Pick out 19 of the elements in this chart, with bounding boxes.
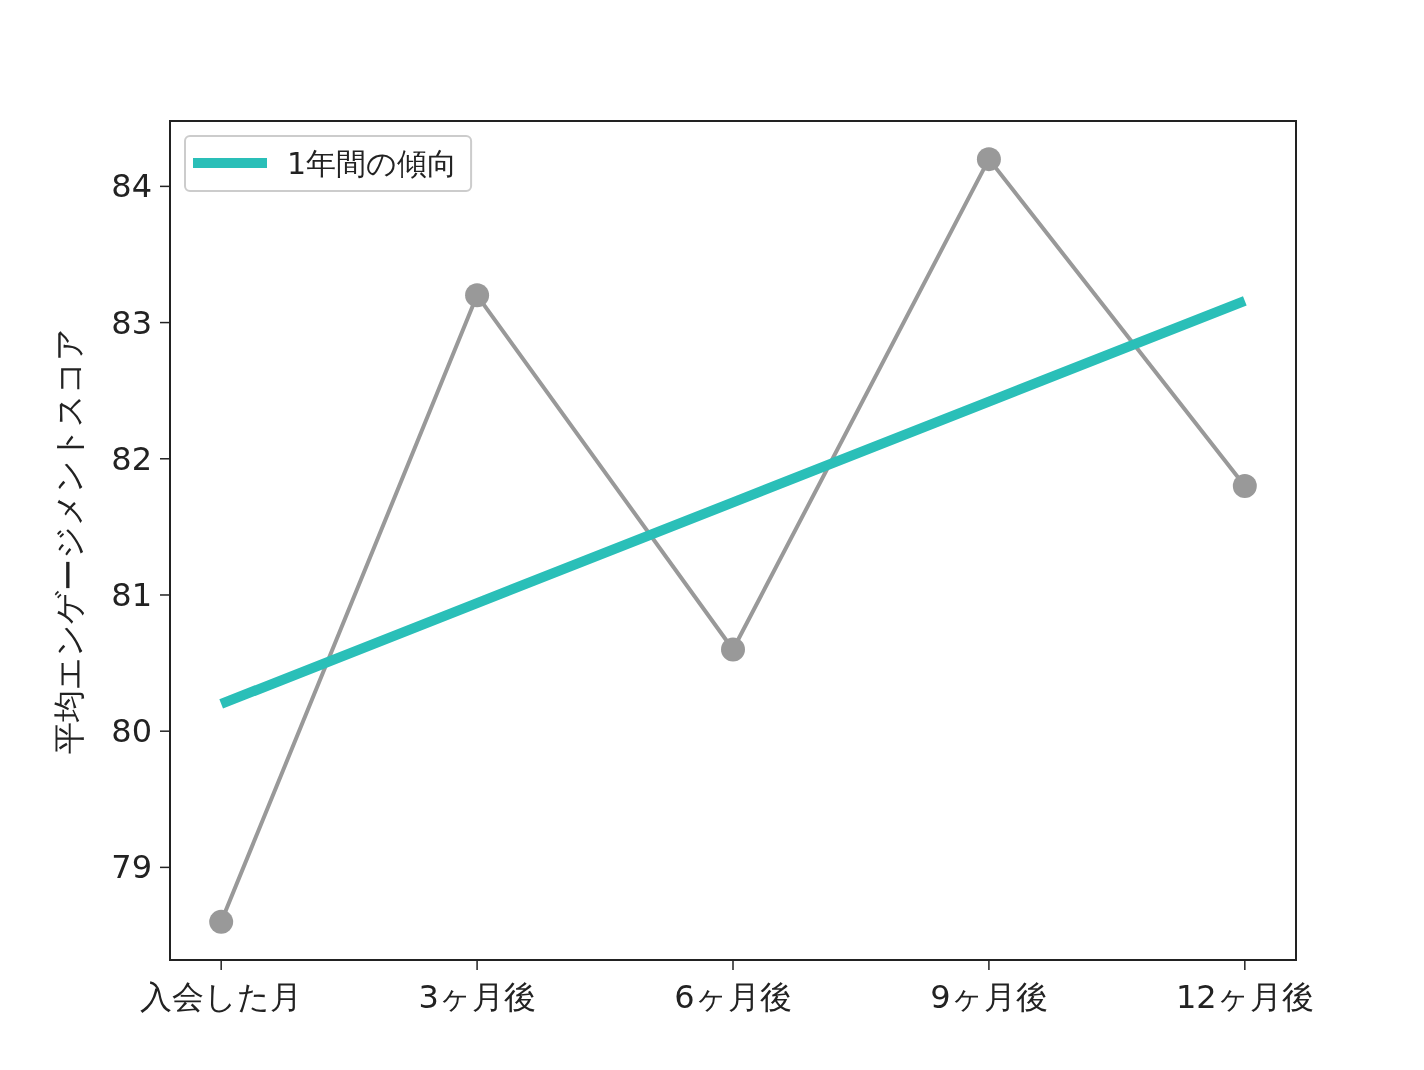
- x-tick-label: 12ヶ月後: [1175, 978, 1314, 1016]
- x-tick-label: 3ヶ月後: [418, 978, 536, 1016]
- x-tick-label: 6ヶ月後: [674, 978, 792, 1016]
- y-tick-label: 80: [111, 712, 152, 751]
- x-tick-label: 9ヶ月後: [930, 978, 1048, 1016]
- point: [976, 147, 1001, 172]
- y-tick-label: 79: [111, 848, 152, 887]
- point: [465, 283, 490, 308]
- point: [721, 637, 745, 662]
- point: [1232, 474, 1257, 499]
- y-tick-label: 83: [111, 303, 152, 342]
- legend-label: 1年間の傾向: [287, 145, 458, 181]
- y-axis-title: 平均エンゲージメントスコア: [50, 327, 88, 754]
- y-tick-label: 82: [111, 439, 152, 478]
- x-tick-label: 入会した月: [140, 978, 303, 1016]
- y-tick-label: 81: [111, 575, 152, 614]
- y-tick-label: 84: [111, 167, 152, 206]
- legend: 1年間の傾向: [184, 135, 473, 192]
- point: [209, 909, 234, 934]
